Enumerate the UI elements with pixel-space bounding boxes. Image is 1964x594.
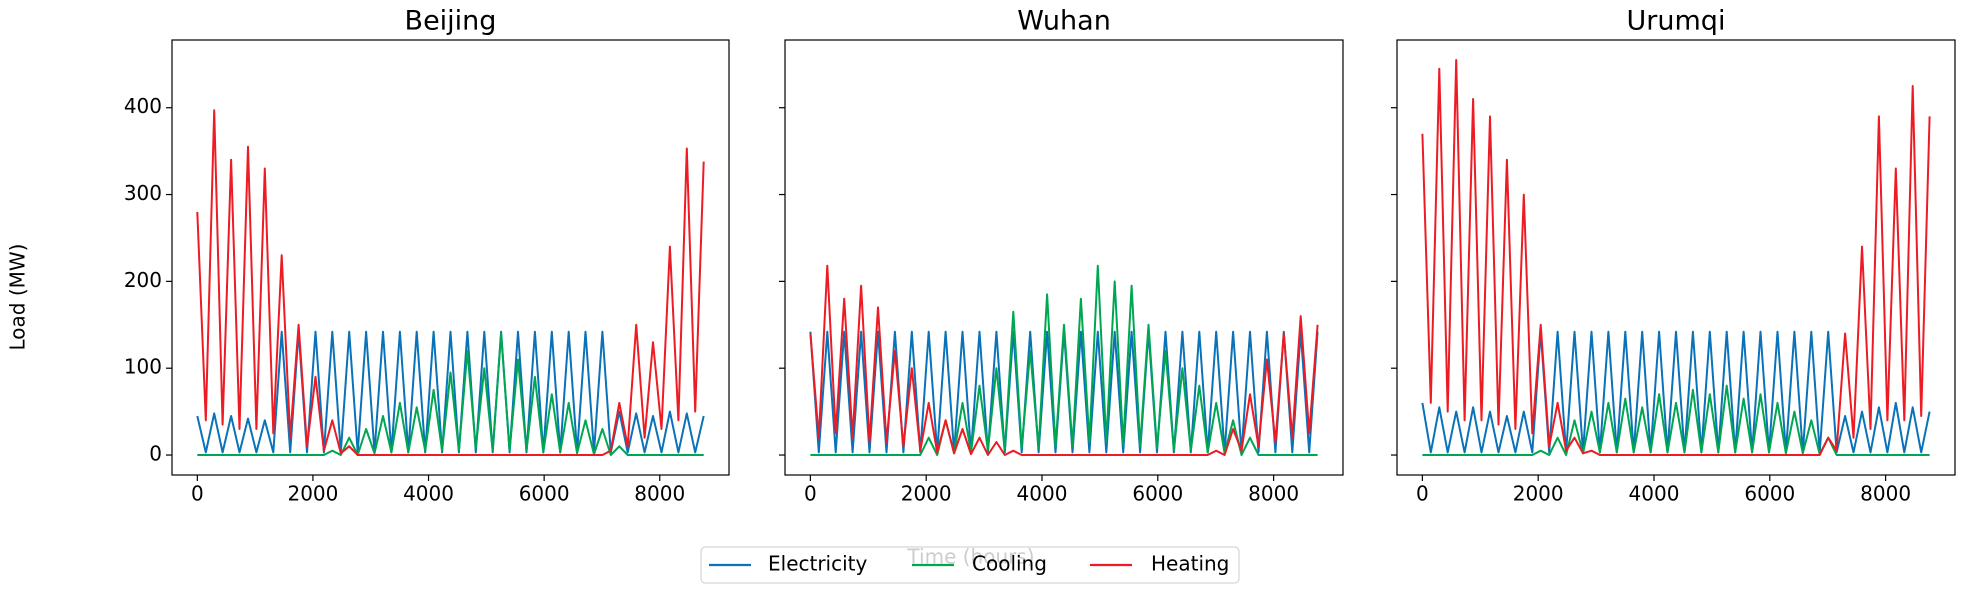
x-tick-label: 2000: [901, 482, 952, 506]
series-line: [196, 109, 705, 456]
plot-area: [196, 109, 705, 456]
legend-label: Electricity: [768, 552, 868, 576]
axes-frame: [171, 39, 730, 476]
plot-area: [809, 264, 1319, 456]
legend-label: Heating: [1151, 552, 1229, 576]
x-tick-label: 0: [804, 482, 817, 506]
axes-frame: [1396, 39, 1956, 476]
x-tick-label: 4000: [403, 482, 454, 506]
chart-title: Urumqi: [1627, 6, 1726, 37]
series-line: [1421, 330, 1931, 454]
series-line: [1422, 384, 1930, 456]
y-tick-label: 400: [124, 94, 162, 118]
legend-label: Cooling: [972, 552, 1047, 576]
chart-title: Beijing: [405, 6, 497, 37]
x-tick-label: 0: [1416, 482, 1429, 506]
x-tick-label: 6000: [519, 482, 570, 506]
x-tick-label: 2000: [1513, 482, 1564, 506]
series-line: [196, 330, 705, 454]
x-tick-label: 6000: [1744, 482, 1795, 506]
plot-area: [1421, 59, 1931, 456]
x-tick-label: 4000: [1629, 482, 1680, 506]
x-tick-label: 4000: [1017, 482, 1068, 506]
series-line: [809, 264, 1319, 456]
x-tick-label: 8000: [1248, 482, 1299, 506]
x-tick-label: 8000: [634, 482, 685, 506]
chart-title: Wuhan: [1017, 6, 1111, 37]
series-line: [197, 332, 704, 456]
legend: Electricity Cooling Heating: [700, 546, 1240, 584]
x-tick-label: 0: [191, 482, 204, 506]
y-tick-label: 300: [124, 181, 162, 205]
y-tick-label: 200: [124, 268, 162, 292]
legend-box: [700, 546, 1240, 584]
x-tick-label: 6000: [1132, 482, 1183, 506]
series-line: [810, 264, 1318, 456]
axes-frame: [784, 39, 1344, 476]
x-tick-label: 8000: [1860, 482, 1911, 506]
y-tick-label: 100: [124, 355, 162, 379]
series-line: [1421, 59, 1931, 456]
x-tick-label: 2000: [287, 482, 338, 506]
y-axis-label: Load (MW): [6, 244, 30, 351]
y-tick-label: 0: [149, 442, 162, 466]
